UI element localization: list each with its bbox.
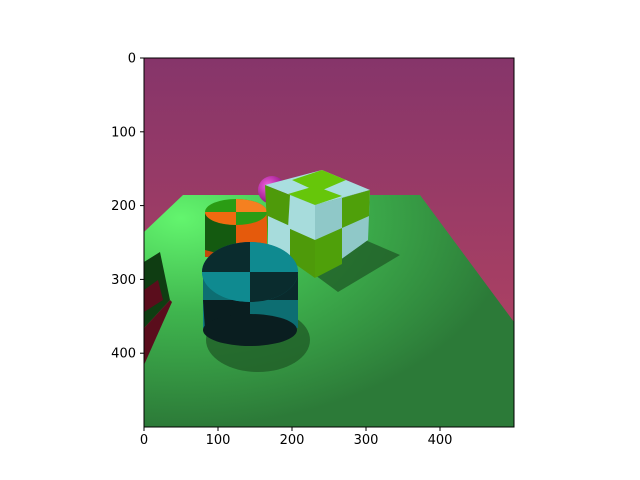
- orange-green-cylinder: [205, 199, 267, 258]
- y-tick-label: 400: [111, 347, 136, 362]
- checkered-cube: [265, 170, 370, 278]
- x-tick-label: 100: [206, 433, 231, 448]
- x-tick-label: 0: [140, 433, 148, 448]
- y-tick-label: 200: [111, 199, 136, 214]
- axes-frame: [143, 57, 515, 428]
- y-axis: 0 100 200 300 400: [111, 52, 144, 362]
- x-tick-label: 400: [428, 433, 453, 448]
- y-tick-label: 0: [128, 52, 136, 67]
- rendered-image: [144, 58, 514, 427]
- x-tick-label: 200: [280, 433, 305, 448]
- teal-black-cylinder: [202, 242, 298, 346]
- x-axis: 0 100 200 300 400: [140, 427, 453, 448]
- y-tick-label: 100: [111, 125, 136, 140]
- dark-red-cube: [144, 252, 172, 365]
- y-tick-label: 300: [111, 273, 136, 288]
- x-tick-label: 300: [354, 433, 379, 448]
- cube-shadow: [315, 240, 400, 292]
